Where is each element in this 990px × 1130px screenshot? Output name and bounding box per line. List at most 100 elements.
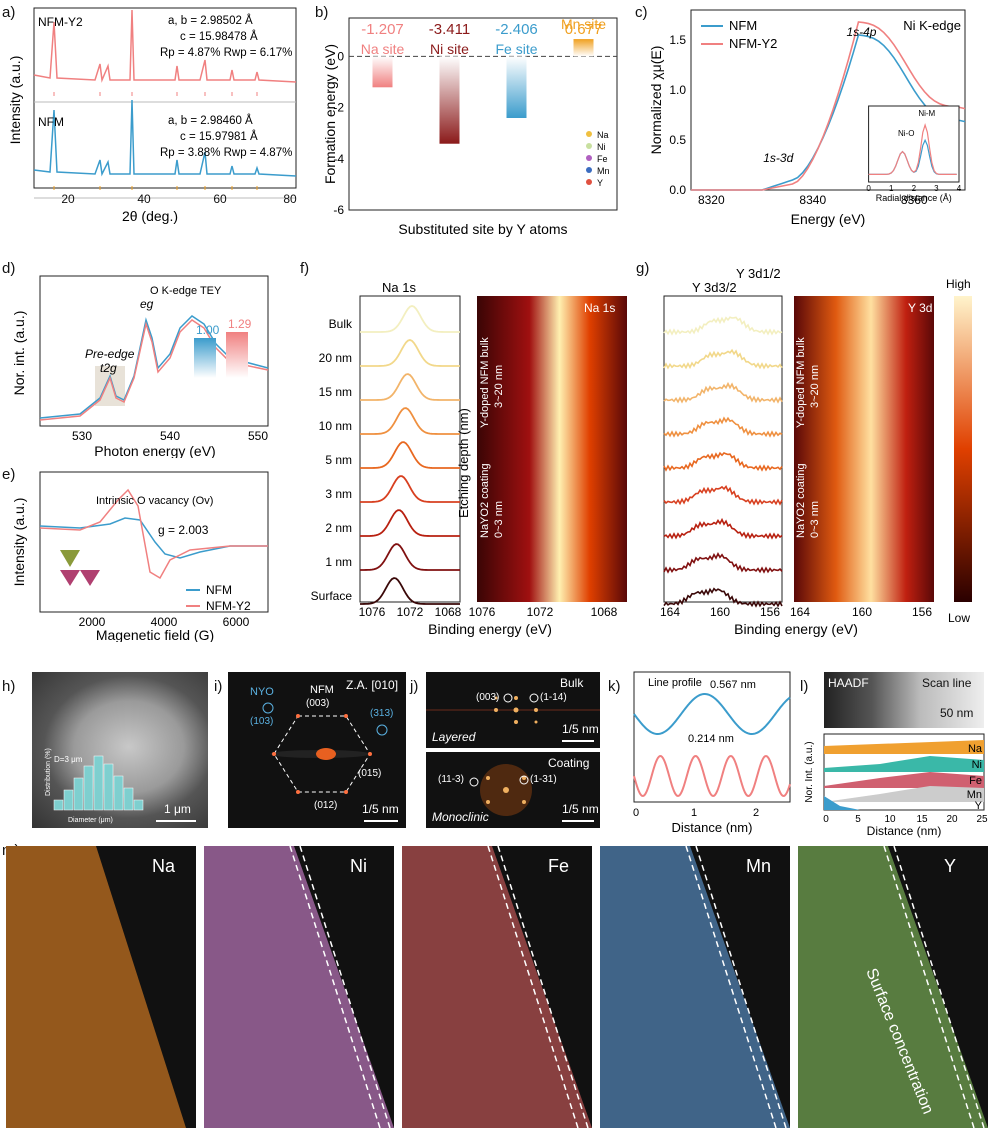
spot-label: (1-14) [540, 692, 567, 703]
oked-xtick: 540 [160, 429, 180, 443]
depth-label: 2 nm [325, 521, 352, 535]
map-xtick: 1068 [591, 605, 618, 619]
l-xlabel: Distance (nm) [867, 824, 942, 838]
scan-line-label: Scan line [922, 676, 972, 690]
category-label: Na site [361, 41, 405, 57]
eds-map-mn: Mn [600, 846, 790, 1128]
l-xtick: 10 [884, 814, 896, 825]
inset-label: Ni-O [898, 129, 914, 138]
panel-l: l) HAADF Scan line 50 nm Na Ni Fe Mn Y 0… [800, 668, 990, 838]
oked-title: O K-edge TEY [150, 285, 222, 297]
na1s-xlabel: Binding energy (eV) [428, 621, 552, 637]
bar-mn-site [573, 39, 594, 57]
y3d-xtick: 164 [660, 605, 680, 619]
spot-label: (11-3) [438, 774, 464, 785]
scale-label: 1/5 nm [562, 802, 599, 816]
xrd-ylabel: Intensity (a.u.) [7, 56, 23, 145]
y3d-title-b: Y 3d1/2 [736, 266, 781, 281]
spot-label: (313) [370, 708, 394, 719]
spot-label: (003) [476, 692, 500, 703]
depth-label: Bulk [329, 317, 353, 331]
y-axis-label: Formation energy (eV) [322, 44, 338, 184]
plot-frame [690, 9, 966, 191]
map-fill [402, 846, 592, 1128]
map-xtick: 164 [790, 605, 810, 619]
spectrum-line [359, 407, 460, 435]
oked-xlabel: Photon energy (eV) [94, 443, 215, 458]
bar-label-100: 1.00 [196, 323, 220, 337]
epr-legend: NFM [206, 583, 232, 597]
y3d-title-a: Y 3d3/2 [692, 280, 737, 295]
nyo-label: NYO [250, 686, 274, 698]
scale-label: 50 nm [940, 706, 974, 720]
monoclinic-label: Monoclinic [432, 810, 489, 824]
y3d-map-title: Y 3d [908, 301, 932, 315]
y3d-map [794, 296, 934, 602]
k-xlabel: Distance (nm) [672, 820, 753, 835]
colorbar [954, 296, 972, 602]
map-label: Na [152, 856, 176, 876]
depth-label: 1 nm [325, 555, 352, 569]
inset-frame [868, 105, 960, 183]
depth-label: 15 nm [319, 385, 352, 399]
fft-bulk-title: Bulk [560, 676, 584, 690]
zone-axis: Z.A. [010] [346, 678, 399, 692]
bar-fe-site [506, 56, 527, 118]
category-label: Fe site [495, 41, 537, 57]
annotation: 1s-4p [846, 25, 876, 39]
k-xtick: 2 [753, 807, 759, 819]
panel-c: c) NFM NFM-Y2 Ni K-edge 1s-4p 1s-3d 0 1 2 3 4 Radi… [635, 0, 990, 230]
preedge-label: Pre-edge [85, 347, 135, 361]
l-xtick: 15 [916, 814, 928, 825]
d-spacing-1: 0.567 nm [710, 679, 756, 691]
d-spacing-2: 0.214 nm [688, 733, 734, 745]
panel-label-j: j) [410, 678, 419, 695]
coat-label: NaYO2 coating [479, 463, 491, 538]
spectrum-line [359, 441, 460, 469]
panel-f: f) Na 1s 1076 1072 1068 Na 1s [300, 258, 630, 638]
na1s-map [477, 296, 627, 602]
y3d-stack: Y 3d3/2 Y 3d1/2 164 160 156 Y 3d NaYO2 c… [660, 266, 972, 637]
map-fill [6, 846, 186, 1128]
legend-label: Y [597, 178, 603, 188]
depth-label: 10 nm [319, 419, 352, 433]
epr-legend: NFM-Y2 [206, 599, 251, 613]
panel-b: b) 0 -2 -4 -6 -1.207 Na site -3.411 Ni site -2.4… [305, 0, 625, 240]
eels-linescan: Na Ni Fe Mn Y 0 5 10 15 20 25 Distance (… [804, 733, 988, 838]
inset-xtick: 3 [934, 184, 939, 193]
epr-ylabel: Intensity (a.u.) [11, 498, 27, 587]
plot-frame [348, 17, 618, 211]
panel-label-b: b) [315, 4, 329, 21]
spectrum-line [359, 373, 460, 401]
map-fill [798, 846, 988, 1128]
map-label: Ni [350, 856, 367, 876]
map-fill [204, 846, 394, 1128]
haadf-image: HAADF Scan line 50 nm [824, 672, 984, 728]
legend-label: NFM-Y2 [729, 36, 777, 51]
map-xtick: 1072 [527, 605, 554, 619]
element-label: Ni [972, 759, 982, 771]
legend-dot [586, 167, 592, 173]
l-xtick: 25 [976, 814, 988, 825]
haadf-label: HAADF [828, 676, 869, 690]
spot-label: (012) [314, 800, 338, 811]
inset-xtick: 0 [866, 184, 871, 193]
map-fill [600, 846, 790, 1128]
map-label: Fe [548, 856, 570, 876]
inset-xtick: 1 [889, 184, 894, 193]
panel-i: i) Z.A. [010] NYO NFM (103) (003) (313) … [212, 668, 408, 830]
spectrum-line [663, 485, 783, 506]
map-xtick: 160 [852, 605, 872, 619]
na1s-stack: Na 1s 1076 1072 1068 Na 1s NaYO2 coating… [311, 280, 627, 637]
spot-label: (103) [250, 716, 274, 727]
xtick-label: 8320 [698, 193, 725, 207]
inset-xtick: 4 [957, 184, 962, 193]
bulk-range: 3~20 nm [493, 365, 505, 408]
spectrum-line [663, 381, 783, 404]
epr-xlabel: Magenetic field (G) [96, 627, 214, 642]
value-label: 0.677 [565, 21, 603, 38]
spectrum-line [663, 416, 783, 438]
l-ylabel: Nor. Int. (a.u.) [804, 741, 815, 802]
epr-xtick: 2000 [79, 615, 106, 629]
y3d-xtick: 156 [760, 605, 780, 619]
